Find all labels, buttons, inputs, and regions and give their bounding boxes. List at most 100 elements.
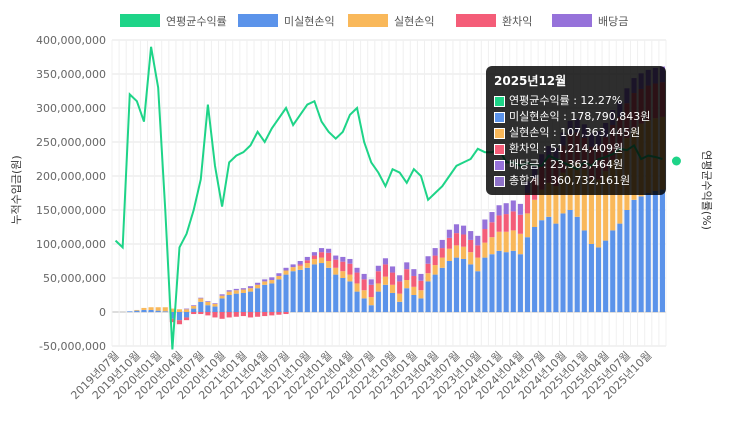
bar-fx[interactable]: [524, 193, 531, 214]
bar-realized[interactable]: [297, 265, 303, 270]
bar-fx[interactable]: [439, 248, 445, 258]
bar-dividend[interactable]: [503, 203, 509, 215]
bar-realized[interactable]: [311, 258, 317, 265]
bar-dividend[interactable]: [333, 255, 339, 260]
bar-fx[interactable]: [461, 234, 467, 247]
bar-fx[interactable]: [297, 264, 303, 266]
bar-fx[interactable]: [269, 312, 275, 316]
bar-dividend[interactable]: [226, 290, 232, 292]
bar-dividend[interactable]: [446, 229, 452, 238]
bar-realized[interactable]: [333, 267, 339, 275]
bar-unrealized[interactable]: [169, 312, 175, 319]
bar-realized[interactable]: [517, 233, 523, 255]
bar-fx[interactable]: [176, 320, 183, 325]
bar-unrealized[interactable]: [595, 247, 602, 312]
bar-realized[interactable]: [610, 159, 616, 231]
bar-fx[interactable]: [304, 260, 310, 264]
bar-unrealized[interactable]: [233, 293, 239, 312]
bar-dividend[interactable]: [375, 265, 381, 272]
bar-dividend[interactable]: [198, 297, 204, 299]
bar-unrealized[interactable]: [247, 291, 254, 312]
bar-dividend[interactable]: [297, 261, 303, 265]
bar-unrealized[interactable]: [652, 190, 658, 312]
bar-realized[interactable]: [553, 186, 559, 224]
bar-fx[interactable]: [347, 263, 353, 275]
bar-dividend[interactable]: [510, 200, 516, 212]
bar-unrealized[interactable]: [276, 279, 282, 312]
bar-unrealized[interactable]: [240, 292, 246, 312]
bar-realized[interactable]: [162, 307, 168, 312]
bar-realized[interactable]: [418, 290, 424, 299]
bar-unrealized[interactable]: [588, 244, 594, 312]
bar-unrealized[interactable]: [262, 284, 268, 312]
bar-realized[interactable]: [510, 230, 516, 251]
bar-realized[interactable]: [539, 189, 545, 221]
bar-dividend[interactable]: [191, 305, 197, 306]
bar-fx[interactable]: [382, 264, 389, 277]
bar-realized[interactable]: [262, 281, 268, 285]
bar-realized[interactable]: [397, 293, 403, 302]
bar-unrealized[interactable]: [141, 309, 147, 312]
bar-dividend[interactable]: [212, 303, 218, 304]
bar-unrealized[interactable]: [269, 283, 275, 312]
bar-fx[interactable]: [453, 233, 460, 246]
bar-unrealized[interactable]: [176, 312, 183, 321]
bar-dividend[interactable]: [354, 267, 360, 273]
bar-fx[interactable]: [510, 211, 516, 231]
bar-fx[interactable]: [361, 279, 367, 291]
bar-realized[interactable]: [546, 182, 552, 217]
bar-unrealized[interactable]: [326, 267, 332, 312]
bar-realized[interactable]: [169, 308, 175, 312]
bar-unrealized[interactable]: [404, 288, 410, 312]
bar-realized[interactable]: [226, 291, 232, 295]
bar-fx[interactable]: [205, 312, 211, 316]
bar-unrealized[interactable]: [212, 306, 218, 312]
bar-dividend[interactable]: [361, 273, 367, 280]
bar-unrealized[interactable]: [184, 312, 190, 318]
bar-fx[interactable]: [425, 263, 431, 274]
bar-realized[interactable]: [453, 245, 460, 258]
bar-unrealized[interactable]: [347, 281, 353, 312]
bar-realized[interactable]: [524, 213, 531, 238]
bar-unrealized[interactable]: [198, 301, 204, 312]
bar-fx[interactable]: [375, 271, 381, 284]
bar-unrealized[interactable]: [155, 310, 161, 312]
bar-unrealized[interactable]: [162, 311, 168, 312]
bar-unrealized[interactable]: [191, 308, 197, 312]
bar-fx[interactable]: [404, 269, 410, 281]
bar-realized[interactable]: [326, 261, 332, 268]
bar-unrealized[interactable]: [333, 274, 339, 312]
bar-unrealized[interactable]: [475, 271, 481, 312]
bar-dividend[interactable]: [418, 273, 424, 281]
bar-dividend[interactable]: [262, 279, 268, 282]
bar-realized[interactable]: [446, 248, 452, 261]
bar-unrealized[interactable]: [610, 230, 616, 312]
bar-unrealized[interactable]: [418, 298, 424, 312]
bar-realized[interactable]: [148, 307, 154, 310]
bar-fx[interactable]: [482, 229, 488, 243]
bar-unrealized[interactable]: [219, 298, 225, 312]
bar-fx[interactable]: [226, 312, 232, 318]
bar-unrealized[interactable]: [205, 305, 211, 312]
bar-unrealized[interactable]: [382, 284, 389, 312]
bar-dividend[interactable]: [468, 231, 474, 240]
return-line-point-active[interactable]: [671, 156, 681, 166]
bar-unrealized[interactable]: [624, 210, 630, 312]
bar-realized[interactable]: [205, 301, 211, 306]
bar-fx[interactable]: [326, 252, 332, 261]
bar-dividend[interactable]: [432, 248, 438, 256]
bar-unrealized[interactable]: [553, 223, 559, 312]
bar-dividend[interactable]: [489, 212, 495, 223]
bar-dividend[interactable]: [482, 219, 488, 230]
bar-unrealized[interactable]: [453, 257, 460, 312]
bar-unrealized[interactable]: [255, 288, 261, 312]
bar-fx[interactable]: [333, 259, 339, 268]
bar-unrealized[interactable]: [503, 252, 509, 312]
bar-unrealized[interactable]: [645, 193, 651, 312]
bar-fx[interactable]: [340, 261, 346, 272]
bar-unrealized[interactable]: [127, 311, 133, 312]
bar-dividend[interactable]: [453, 224, 460, 234]
legend-item[interactable]: 연평균수익률: [120, 14, 227, 28]
bar-unrealized[interactable]: [375, 291, 381, 312]
bar-dividend[interactable]: [411, 269, 417, 276]
